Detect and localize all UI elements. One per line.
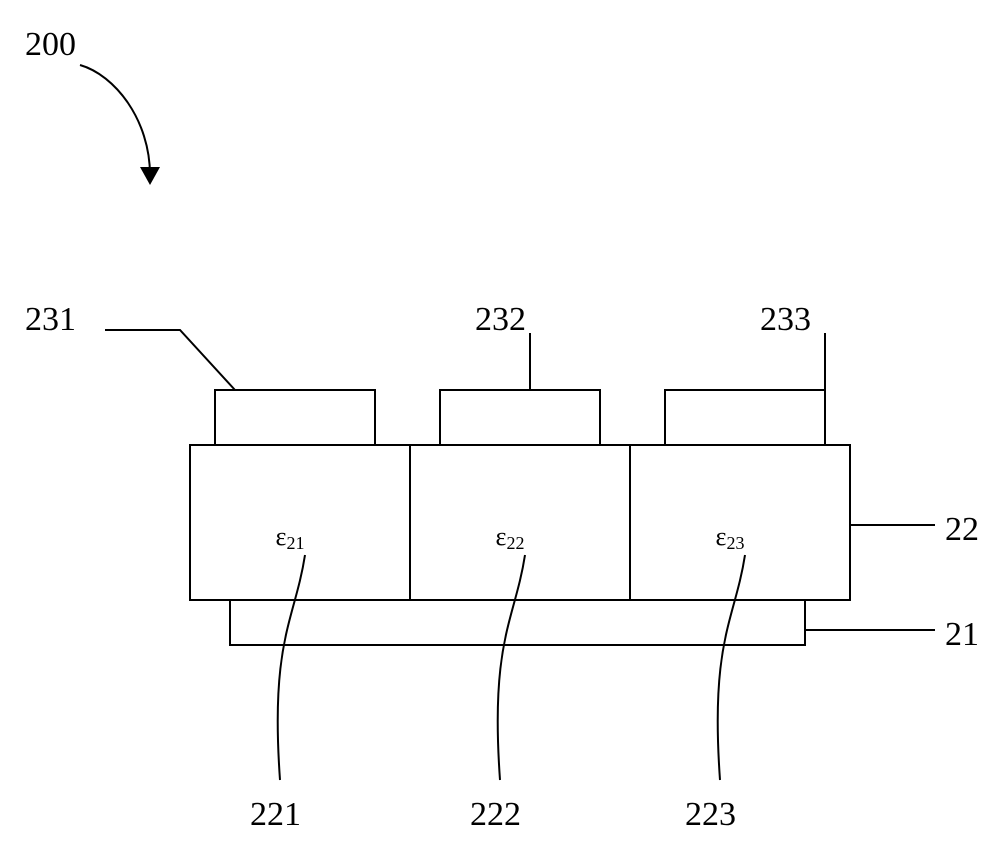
label-top-1: 231 xyxy=(25,301,76,338)
label-bottom-1: 221 xyxy=(250,796,301,833)
label-bottom-2: 222 xyxy=(470,796,521,833)
label-right-2: 21 xyxy=(945,616,979,653)
figure-number-label: 200 xyxy=(25,26,76,63)
label-top-3: 233 xyxy=(760,301,811,338)
label-right-1: 22 xyxy=(945,511,979,548)
label-bottom-3: 223 xyxy=(685,796,736,833)
canvas-bg xyxy=(0,0,1000,857)
label-top-2: 232 xyxy=(475,301,526,338)
